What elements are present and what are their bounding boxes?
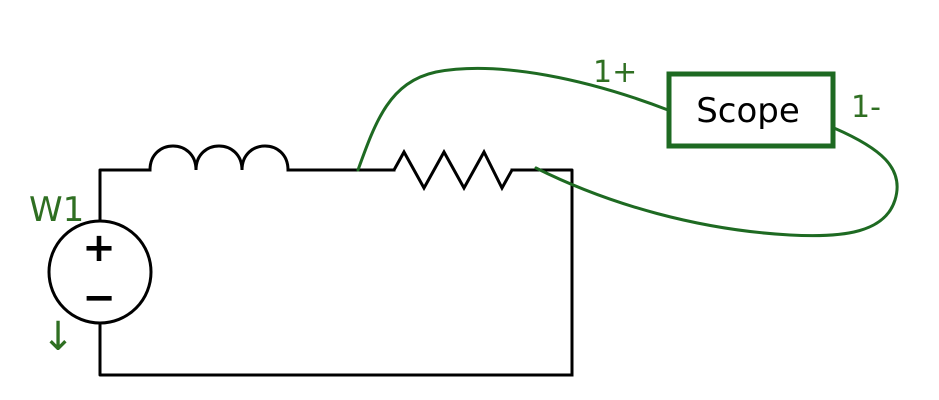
wire-bottom [98,324,574,377]
scope-label: Scope [696,91,800,131]
voltage-source: + − [47,219,153,325]
probe-wire-negative [534,126,899,238]
source-circle [47,219,153,325]
wire-right [510,168,574,377]
scope-pin-positive-label: 1+ [593,55,637,90]
current-arrow-icon: ↓ [41,314,75,360]
wire-left-upper [98,168,152,223]
inductor [148,144,290,171]
probe-wire-positive [356,66,670,172]
scope-box[interactable] [666,71,836,149]
source-label: W1 [29,190,84,230]
source-plus-sign: + [82,225,116,271]
probe-wires [356,66,899,238]
scope-pin-negative-label: 1- [851,90,881,125]
circuit-wires [98,168,574,377]
scope[interactable]: Scope [666,71,836,149]
resistor [392,148,514,192]
source-minus-sign: − [82,275,116,321]
